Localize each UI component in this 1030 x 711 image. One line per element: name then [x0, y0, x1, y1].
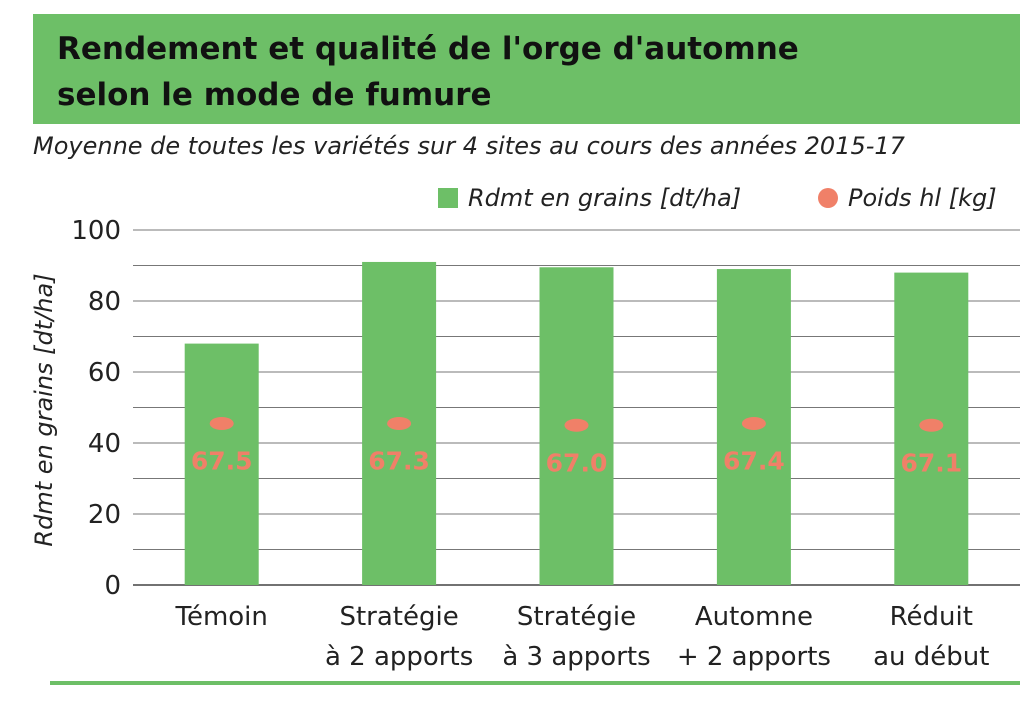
- y-tick-label: 20: [88, 500, 121, 530]
- legend-label-yield: Rdmt en grains [dt/ha]: [468, 184, 742, 212]
- bar: [184, 343, 259, 585]
- chart-subtitle: Moyenne de toutes les variétés sur 4 sit…: [33, 132, 905, 160]
- bottom-rule: [50, 681, 1020, 685]
- x-tick-label: + 2 apports: [677, 642, 831, 672]
- weight-marker: [387, 416, 412, 430]
- weight-marker: [919, 418, 944, 432]
- x-tick-label: Stratégie: [339, 602, 458, 632]
- title-line-2: selon le mode de fumure: [57, 77, 492, 113]
- x-tick-label: à 3 apports: [502, 642, 650, 672]
- x-tick-label: Réduit: [890, 602, 973, 632]
- legend: Rdmt en grains [dt/ha] Poids hl [kg]: [438, 184, 1018, 220]
- y-tick-label: 40: [88, 429, 121, 459]
- data-label: 67.3: [368, 446, 430, 475]
- y-tick-label: 60: [88, 358, 121, 388]
- legend-swatch-bar: [438, 188, 458, 208]
- title-line-1: Rendement et qualité de l'orge d'automne: [57, 31, 799, 67]
- y-tick-label: 0: [104, 571, 121, 601]
- x-tick-label: au début: [873, 642, 989, 672]
- data-label: 67.1: [900, 448, 962, 477]
- legend-swatch-dot: [818, 188, 838, 208]
- x-tick-label: Témoin: [174, 602, 267, 632]
- weight-marker: [741, 416, 766, 430]
- data-label: 67.0: [546, 448, 608, 477]
- x-tick-label: Automne: [695, 602, 813, 632]
- data-label: 67.5: [191, 446, 253, 475]
- legend-item-weight: Poids hl [kg]: [818, 184, 997, 212]
- x-tick-label: Stratégie: [517, 602, 636, 632]
- weight-marker: [209, 416, 234, 430]
- title-banner: Rendement et qualité de l'orge d'automne…: [33, 14, 1020, 124]
- legend-label-weight: Poids hl [kg]: [848, 184, 997, 212]
- chart-title: Rendement et qualité de l'orge d'automne…: [57, 26, 1007, 118]
- weight-marker: [564, 418, 589, 432]
- data-label: 67.4: [723, 446, 785, 475]
- y-tick-label: 80: [88, 287, 121, 317]
- x-tick-label: à 2 apports: [325, 642, 473, 672]
- legend-item-yield: Rdmt en grains [dt/ha]: [438, 184, 741, 212]
- y-tick-label: 100: [71, 216, 121, 246]
